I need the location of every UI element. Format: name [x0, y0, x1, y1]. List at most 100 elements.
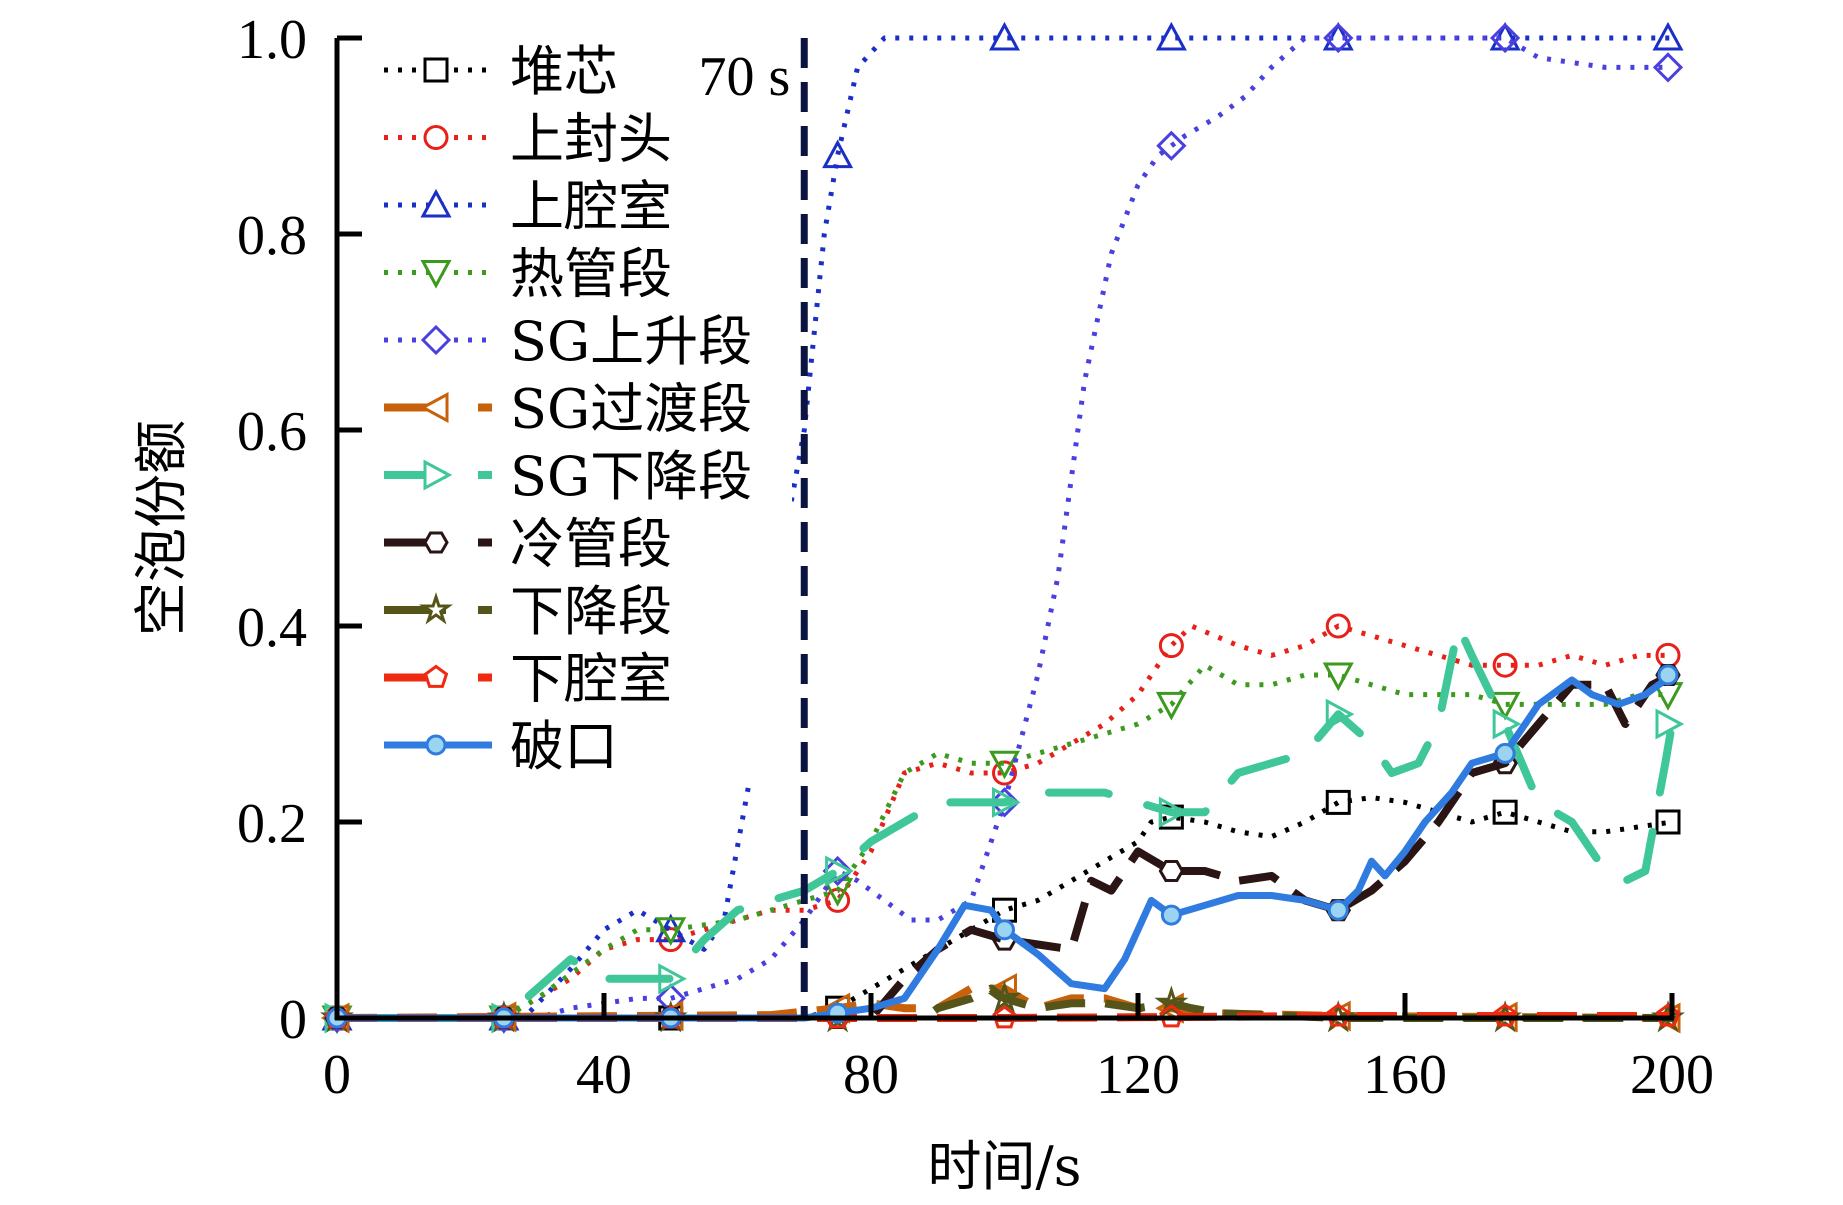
- x-axis-title: 时间/s: [928, 1135, 1082, 1198]
- marker-triangle-down: [1322, 662, 1354, 692]
- marker-star: [1154, 985, 1189, 1018]
- marker-star: [987, 980, 1022, 1013]
- marker-square: [1655, 809, 1681, 835]
- legend-label: 热管段: [510, 243, 672, 306]
- legend-label: SG上升段: [510, 310, 752, 373]
- legend-item: 堆芯: [384, 40, 618, 103]
- legend-label: 下腔室: [510, 648, 672, 711]
- y-tick-label: 0.6: [237, 401, 307, 463]
- marker-circle-filled: [1657, 664, 1679, 686]
- marker-triangle-right: [658, 963, 687, 995]
- y-ticks: 0 0.2 0.4 0.6 0.8 1.0: [237, 9, 362, 1051]
- marker-triangle-down: [420, 260, 452, 289]
- marker-square: [423, 57, 449, 83]
- marker-pentagon: [1655, 1003, 1681, 1027]
- series-5: [320, 973, 1681, 1034]
- marker-circle: [1158, 633, 1184, 659]
- legend-label: 破口: [510, 715, 618, 778]
- y-tick-label: 0.4: [237, 597, 307, 659]
- marker-triangle-down: [988, 750, 1021, 780]
- marker-diamond: [420, 324, 452, 356]
- marker-circle-filled: [1327, 899, 1349, 921]
- x-tick-label: 0: [323, 1044, 351, 1106]
- marker-triangle-right: [1655, 708, 1685, 740]
- marker-circle: [1655, 642, 1681, 668]
- marker-triangle-left: [419, 391, 449, 424]
- marker-circle: [1325, 613, 1351, 639]
- y-axis-title: 空泡份额: [130, 420, 193, 636]
- marker-circle: [423, 125, 449, 150]
- legend-item: 下降段: [384, 580, 672, 643]
- marker-diamond: [989, 787, 1020, 818]
- marker-circle-filled: [1160, 904, 1182, 926]
- marker-diamond: [1652, 52, 1684, 83]
- x-tick-label: 160: [1363, 1044, 1447, 1106]
- y-tick-label: 1.0: [237, 9, 307, 71]
- marker-circle-filled: [994, 919, 1015, 941]
- x-tick-label: 200: [1630, 1044, 1714, 1106]
- legend-label: 上封头: [510, 108, 672, 171]
- marker-circle: [1492, 652, 1518, 678]
- marker-triangle-right: [1492, 708, 1522, 740]
- legend-label: SG下降段: [510, 445, 752, 508]
- marker-triangle-up: [420, 188, 452, 218]
- y-tick-label: 0: [279, 989, 307, 1051]
- vline-label: 70 s: [698, 46, 790, 108]
- legend-item: 上封头: [384, 108, 672, 171]
- series-line: [333, 671, 1676, 1022]
- marker-pentagon: [992, 1005, 1017, 1029]
- marker-diamond: [1156, 130, 1187, 161]
- series-line: [337, 671, 1674, 1022]
- legend-item: 热管段: [384, 243, 672, 306]
- legend-item: 冷管段: [384, 513, 672, 576]
- marker-circle: [992, 760, 1017, 786]
- marker-circle-filled: [1494, 742, 1516, 764]
- marker-diamond: [822, 855, 853, 887]
- marker-triangle-right: [1158, 796, 1188, 828]
- marker-diamond: [1490, 22, 1521, 54]
- marker-pentagon: [1492, 1003, 1518, 1027]
- marker-square: [1492, 799, 1518, 825]
- y-tick-label: 0.2: [237, 793, 307, 855]
- legend-item: 破口: [384, 715, 618, 778]
- marker-triangle-up: [822, 139, 854, 169]
- legend-item: 上腔室: [384, 175, 672, 238]
- marker-diamond: [1323, 22, 1354, 54]
- marker-triangle-up: [988, 21, 1021, 51]
- marker-pentagon: [1159, 1004, 1184, 1028]
- legend-item: 下腔室: [384, 648, 672, 711]
- legend-item: SG上升段: [384, 310, 752, 373]
- x-tick-label: 40: [576, 1044, 632, 1106]
- axes: [334, 38, 1675, 1021]
- marker-triangle-down: [1489, 691, 1521, 721]
- marker-triangle-down: [1155, 691, 1187, 721]
- marker-pentagon: [1326, 1003, 1351, 1027]
- marker-hexagon: [1158, 859, 1185, 883]
- legend-label: 冷管段: [510, 513, 672, 576]
- marker-square: [1325, 789, 1351, 815]
- series-line: [337, 35, 1672, 1021]
- legend-item: SG下降段: [384, 445, 752, 508]
- legend-label: 下降段: [510, 580, 672, 643]
- x-tick-label: 120: [1096, 1044, 1180, 1106]
- legend-label: SG过渡段: [510, 378, 752, 441]
- marker-hexagon: [1655, 663, 1681, 687]
- marker-triangle-right: [992, 786, 1021, 818]
- y-tick-label: 0.8: [237, 205, 307, 267]
- series-line: [337, 984, 1672, 1022]
- marker-circle: [825, 887, 851, 913]
- marker-hexagon: [423, 531, 449, 554]
- series-line: [337, 662, 1672, 1021]
- x-ticks: 0 40 80 120 160 200: [323, 993, 1714, 1106]
- marker-triangle-right: [1325, 698, 1355, 730]
- marker-pentagon: [423, 664, 449, 688]
- marker-triangle-up: [1652, 21, 1684, 51]
- marker-star: [419, 592, 453, 625]
- series-line: [337, 623, 1672, 1021]
- marker-triangle-right: [423, 459, 453, 491]
- marker-triangle-right: [825, 855, 854, 887]
- legend-label: 上腔室: [510, 175, 672, 238]
- legend-item: SG过渡段: [384, 378, 752, 441]
- series-line: [333, 622, 1676, 1022]
